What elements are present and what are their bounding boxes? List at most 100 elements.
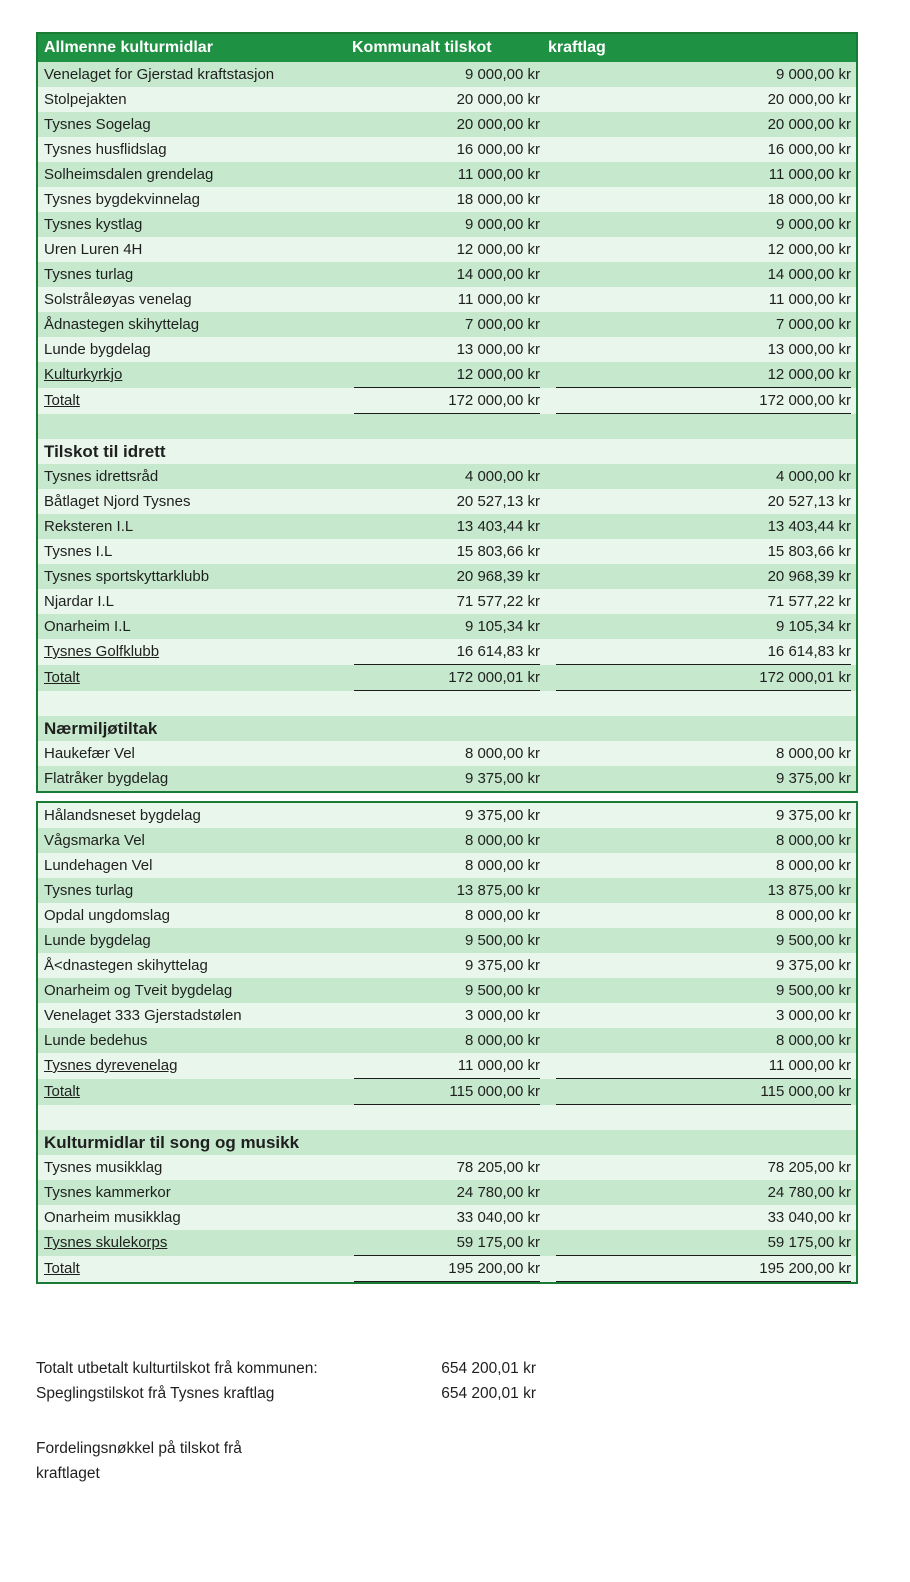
organization-name-cell[interactable]: Ådnastegen skihyttelag (44, 316, 200, 333)
organization-name-cell[interactable]: Reksteren I.L (44, 518, 134, 535)
column-header-kommunalt-tilskot[interactable]: Kommunalt tilskot (352, 39, 492, 56)
kraftlag-amount-cell[interactable]: 9 000,00 kr (540, 62, 856, 87)
organization-name-cell[interactable]: Lunde bedehus (44, 1032, 148, 1049)
kommunalt-amount-cell[interactable]: 12 000,00 kr (344, 362, 540, 388)
kraftlag-amount-cell[interactable]: 8 000,00 kr (540, 741, 856, 766)
organization-name-cell[interactable]: Haukefær Vel (44, 745, 135, 762)
kommunalt-amount-cell[interactable]: 115 000,00 kr (344, 1079, 540, 1105)
kraftlag-amount-cell[interactable]: 11 000,00 kr (540, 1053, 856, 1079)
kommunalt-amount-cell[interactable]: 8 000,00 kr (344, 903, 540, 928)
kraftlag-amount-cell[interactable]: 13 403,44 kr (540, 514, 856, 539)
organization-name-cell[interactable]: Totalt (44, 669, 80, 686)
organization-name-cell[interactable]: Tysnes turlag (44, 882, 134, 899)
kommunalt-amount-cell[interactable]: 20 527,13 kr (344, 489, 540, 514)
kommunalt-amount-cell[interactable]: 8 000,00 kr (344, 853, 540, 878)
kommunalt-amount-cell[interactable]: 172 000,01 kr (344, 665, 540, 691)
kraftlag-amount-cell[interactable]: 18 000,00 kr (540, 187, 856, 212)
kraftlag-amount-cell[interactable]: 8 000,00 kr (540, 828, 856, 853)
kommunalt-amount-cell[interactable]: 9 000,00 kr (344, 62, 540, 87)
organization-name-cell[interactable]: Njardar I.L (44, 593, 115, 610)
kraftlag-amount-cell[interactable]: 172 000,00 kr (540, 388, 856, 414)
kommunalt-amount-cell[interactable]: 8 000,00 kr (344, 828, 540, 853)
kommunalt-amount-cell[interactable]: 7 000,00 kr (344, 312, 540, 337)
organization-name-cell[interactable]: Lunde bygdelag (44, 341, 151, 358)
kraftlag-amount-cell[interactable]: 3 000,00 kr (540, 1003, 856, 1028)
kraftlag-amount-cell[interactable]: 78 205,00 kr (540, 1155, 856, 1180)
kommunalt-amount-cell[interactable]: 195 200,00 kr (344, 1256, 540, 1282)
section-title[interactable]: Nærmiljøtiltak (44, 719, 158, 738)
kraftlag-amount-cell[interactable]: 8 000,00 kr (540, 903, 856, 928)
kommunalt-amount-cell[interactable]: 24 780,00 kr (344, 1180, 540, 1205)
organization-name-cell[interactable]: Å<dnastegen skihyttelag (44, 957, 208, 974)
organization-name-cell[interactable]: Tysnes husflidslag (44, 141, 167, 158)
organization-name-cell[interactable]: Stolpejakten (44, 91, 127, 108)
kraftlag-amount-cell[interactable]: 9 105,34 kr (540, 614, 856, 639)
kraftlag-amount-cell[interactable]: 12 000,00 kr (540, 362, 856, 388)
kommunalt-amount-cell[interactable]: 33 040,00 kr (344, 1205, 540, 1230)
organization-name-cell[interactable]: Onarheim musikklag (44, 1209, 181, 1226)
kommunalt-amount-cell[interactable]: 9 375,00 kr (344, 766, 540, 791)
organization-name-cell[interactable]: Tysnes skulekorps (44, 1234, 168, 1251)
kraftlag-amount-cell[interactable]: 9 500,00 kr (540, 928, 856, 953)
kommunalt-amount-cell[interactable]: 9 000,00 kr (344, 212, 540, 237)
organization-name-cell[interactable]: Totalt (44, 392, 80, 409)
kraftlag-amount-cell[interactable]: 9 375,00 kr (540, 953, 856, 978)
kraftlag-amount-cell[interactable]: 20 527,13 kr (540, 489, 856, 514)
kraftlag-amount-cell[interactable]: 15 803,66 kr (540, 539, 856, 564)
kommunalt-amount-cell[interactable]: 15 803,66 kr (344, 539, 540, 564)
section-title[interactable]: Kulturmidlar til song og musikk (44, 1133, 300, 1152)
kommunalt-amount-cell[interactable]: 13 000,00 kr (344, 337, 540, 362)
organization-name-cell[interactable]: Onarheim I.L (44, 618, 131, 635)
kraftlag-amount-cell[interactable]: 8 000,00 kr (540, 1028, 856, 1053)
kraftlag-amount-cell[interactable]: 24 780,00 kr (540, 1180, 856, 1205)
kraftlag-amount-cell[interactable]: 14 000,00 kr (540, 262, 856, 287)
organization-name-cell[interactable]: Tysnes sportskyttarklubb (44, 568, 210, 585)
organization-name-cell[interactable]: Vågsmarka Vel (44, 832, 145, 849)
organization-name-cell[interactable]: Tysnes kammerkor (44, 1184, 171, 1201)
organization-name-cell[interactable]: Båtlaget Njord Tysnes (44, 493, 191, 510)
kommunalt-amount-cell[interactable]: 20 000,00 kr (344, 112, 540, 137)
kraftlag-amount-cell[interactable]: 8 000,00 kr (540, 853, 856, 878)
kraftlag-amount-cell[interactable]: 195 200,00 kr (540, 1256, 856, 1282)
kommunalt-amount-cell[interactable]: 9 375,00 kr (344, 803, 540, 828)
organization-name-cell[interactable]: Totalt (44, 1260, 80, 1277)
column-header-organizations[interactable]: Allmenne kulturmidlar (44, 39, 213, 56)
organization-name-cell[interactable]: Onarheim og Tveit bygdelag (44, 982, 233, 999)
kraftlag-amount-cell[interactable]: 20 000,00 kr (540, 112, 856, 137)
organization-name-cell[interactable]: Venelaget 333 Gjerstadstølen (44, 1007, 242, 1024)
kraftlag-amount-cell[interactable]: 172 000,01 kr (540, 665, 856, 691)
summary-label[interactable]: Speglingstilskot frå Tysnes kraftlag (36, 1385, 275, 1402)
summary-amount[interactable]: 654 200,01 kr (441, 1385, 536, 1402)
kraftlag-amount-cell[interactable]: 11 000,00 kr (540, 287, 856, 312)
organization-name-cell[interactable]: Tysnes kystlag (44, 216, 143, 233)
summary-amount[interactable]: 654 200,01 kr (441, 1360, 536, 1377)
kommunalt-amount-cell[interactable]: 78 205,00 kr (344, 1155, 540, 1180)
kraftlag-amount-cell[interactable]: 7 000,00 kr (540, 312, 856, 337)
kraftlag-amount-cell[interactable]: 71 577,22 kr (540, 589, 856, 614)
kommunalt-amount-cell[interactable]: 13 875,00 kr (344, 878, 540, 903)
kommunalt-amount-cell[interactable]: 18 000,00 kr (344, 187, 540, 212)
kraftlag-amount-cell[interactable]: 9 000,00 kr (540, 212, 856, 237)
kommunalt-amount-cell[interactable]: 16 000,00 kr (344, 137, 540, 162)
kraftlag-amount-cell[interactable]: 13 875,00 kr (540, 878, 856, 903)
kraftlag-amount-cell[interactable]: 16 000,00 kr (540, 137, 856, 162)
organization-name-cell[interactable]: Tysnes idrettsråd (44, 468, 159, 485)
kommunalt-amount-cell[interactable]: 59 175,00 kr (344, 1230, 540, 1256)
kommunalt-amount-cell[interactable]: 11 000,00 kr (344, 287, 540, 312)
summary-label[interactable]: Totalt utbetalt kulturtilskot frå kommun… (36, 1360, 318, 1377)
organization-name-cell[interactable]: Lundehagen Vel (44, 857, 153, 874)
kommunalt-amount-cell[interactable]: 9 105,34 kr (344, 614, 540, 639)
distribution-key-note[interactable]: Fordelingsnøkkel på tilskot frå kraftlag… (36, 1440, 242, 1482)
kraftlag-amount-cell[interactable]: 9 500,00 kr (540, 978, 856, 1003)
organization-name-cell[interactable]: Uren Luren 4H (44, 241, 143, 258)
organization-name-cell[interactable]: Tysnes dyrevenelag (44, 1057, 178, 1074)
organization-name-cell[interactable]: Tysnes Golfklubb (44, 643, 160, 660)
organization-name-cell[interactable]: Solstråleøyas venelag (44, 291, 192, 308)
kommunalt-amount-cell[interactable]: 9 500,00 kr (344, 978, 540, 1003)
kraftlag-amount-cell[interactable]: 11 000,00 kr (540, 162, 856, 187)
kommunalt-amount-cell[interactable]: 9 375,00 kr (344, 953, 540, 978)
kraftlag-amount-cell[interactable]: 4 000,00 kr (540, 464, 856, 489)
organization-name-cell[interactable]: Tysnes turlag (44, 266, 134, 283)
column-header-kraftlag[interactable]: kraftlag (548, 39, 606, 56)
kommunalt-amount-cell[interactable]: 11 000,00 kr (344, 1053, 540, 1079)
